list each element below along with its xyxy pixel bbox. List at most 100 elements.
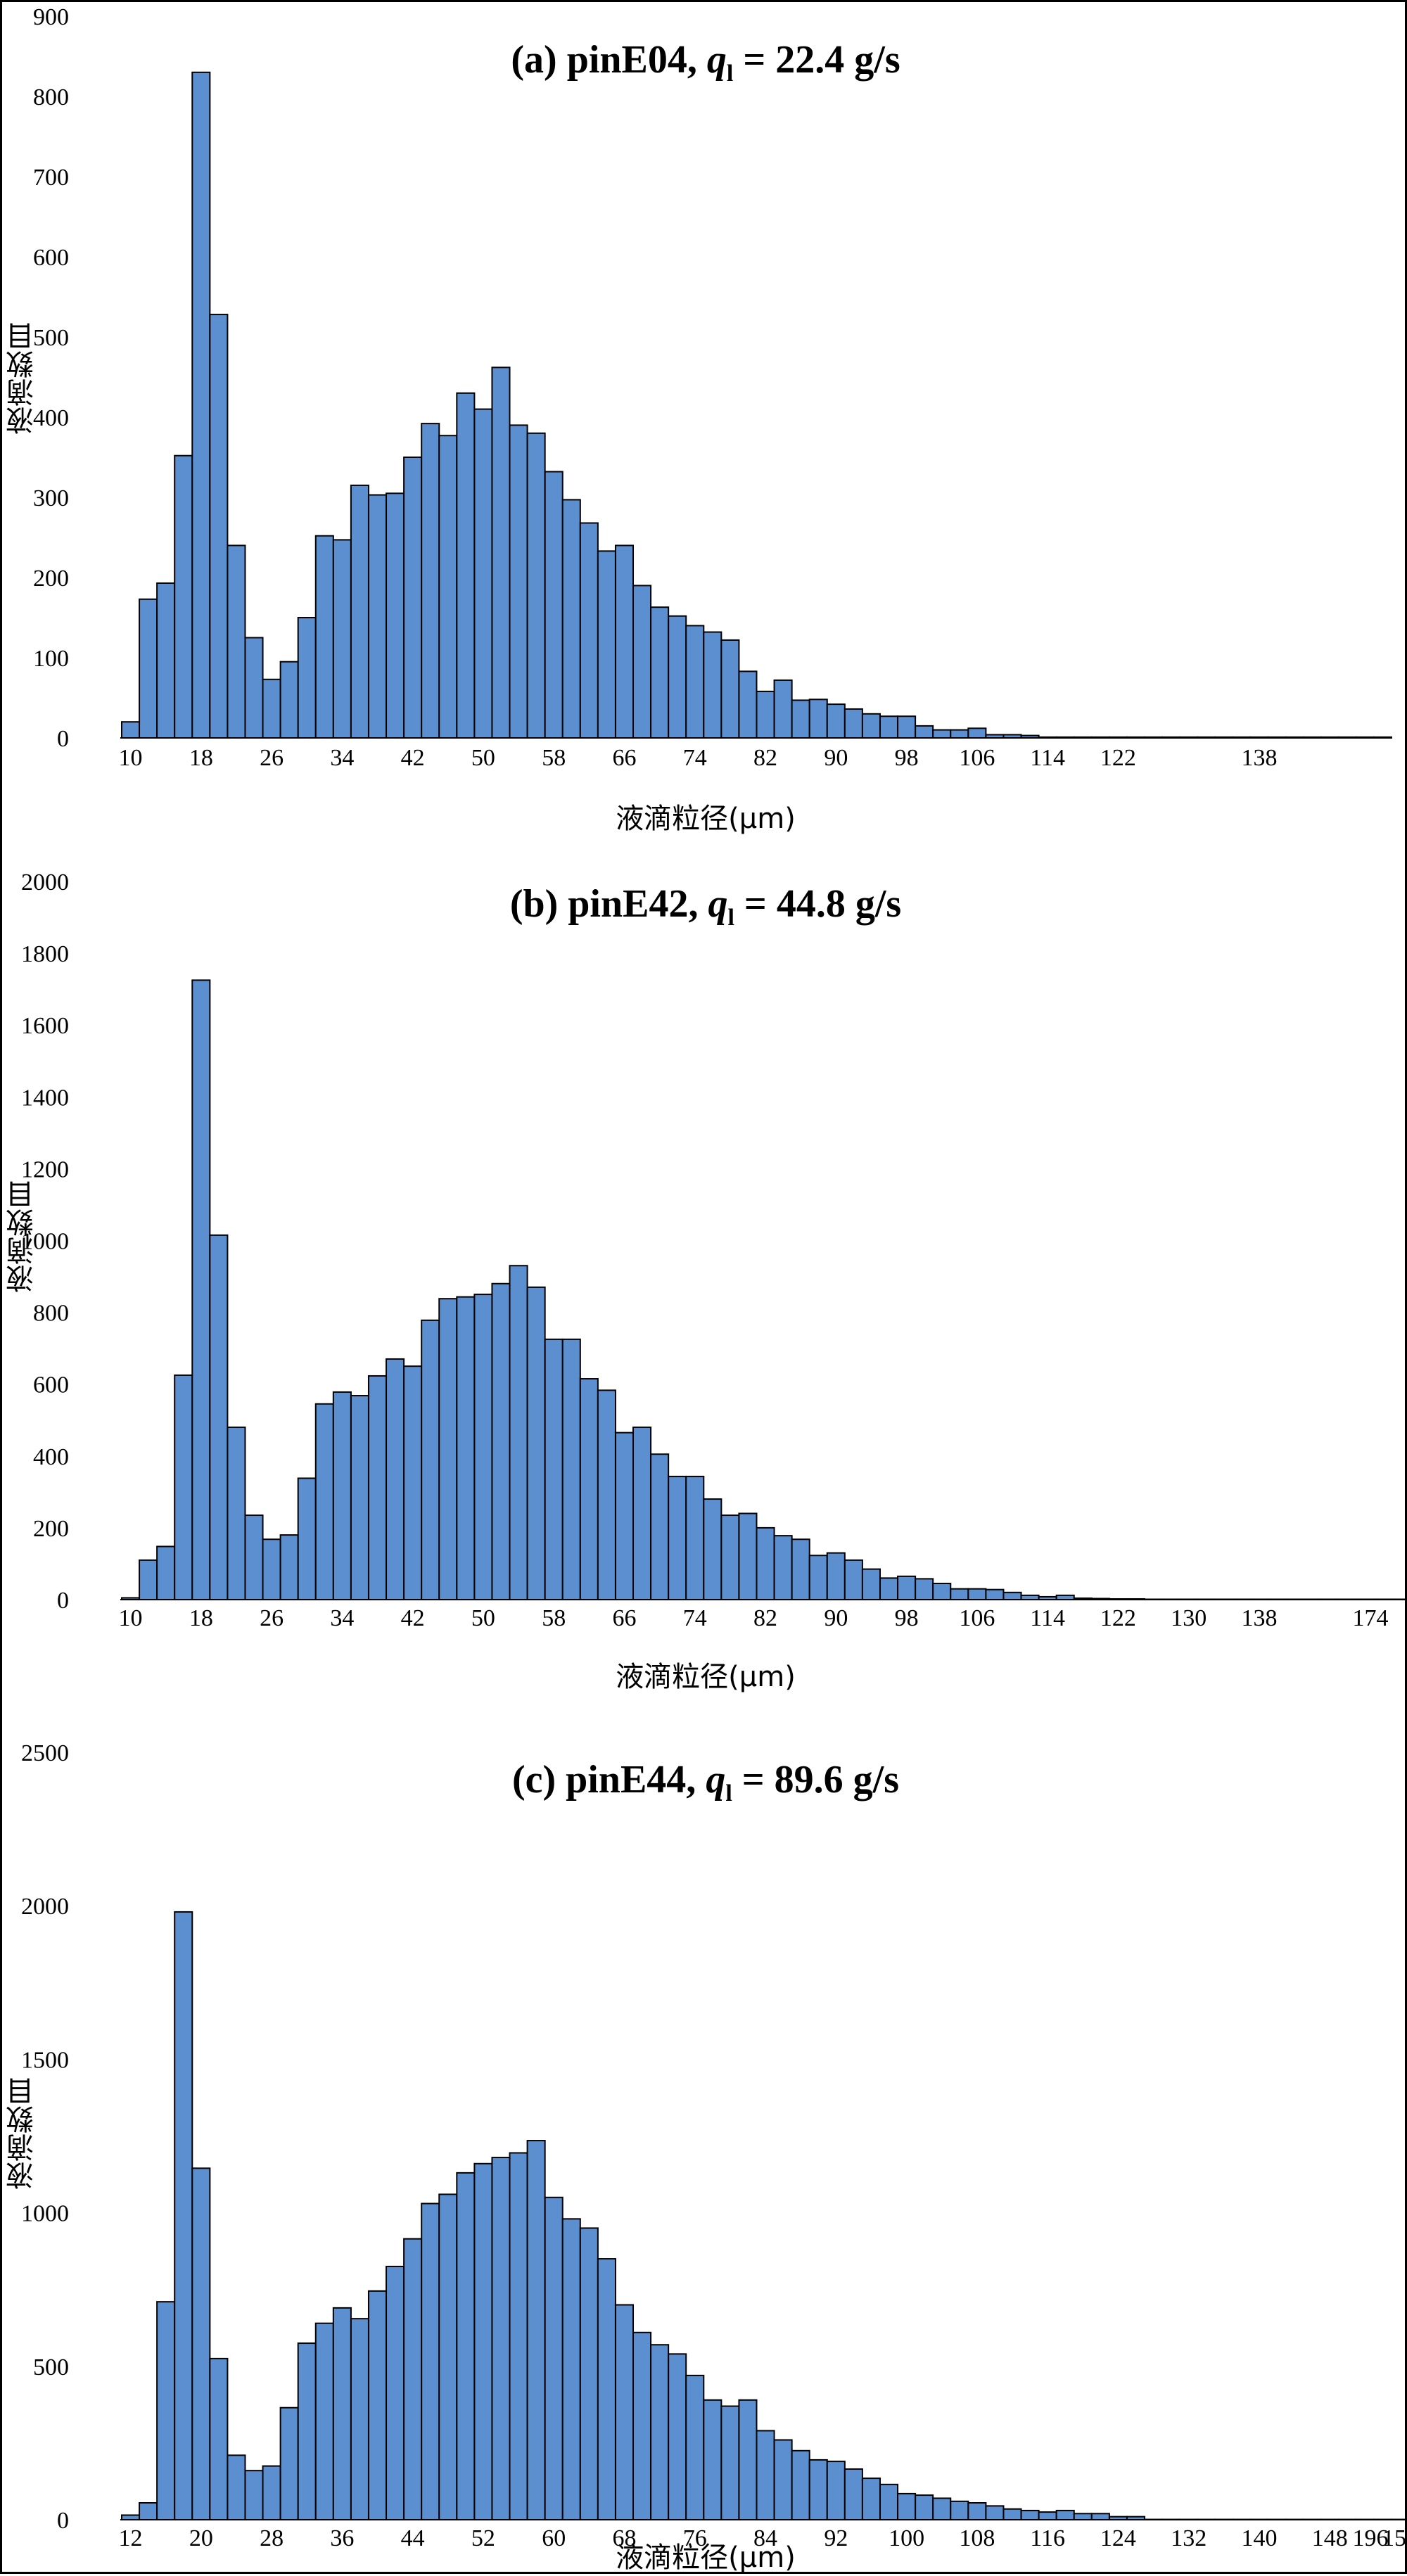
chart-a-x-tick-label: 114	[1030, 745, 1065, 771]
chart-b-bar	[457, 1297, 474, 1600]
chart-b-x-tick-label: 122	[1100, 1605, 1136, 1631]
chart-c-bar	[792, 2451, 810, 2520]
chart-b-bar	[545, 1339, 563, 1600]
chart-b-bar	[792, 1539, 810, 1600]
chart-a-x-tick-label: 106	[959, 745, 995, 771]
chart-b-bar	[1003, 1593, 1021, 1600]
chart-b-bar	[174, 1375, 192, 1600]
chart-a-bar	[880, 716, 898, 738]
chart-c-bar	[192, 2168, 210, 2520]
chart-c-bar	[1039, 2512, 1057, 2520]
chart-a-x-tick-label: 58	[542, 745, 566, 771]
chart-b-bar	[651, 1454, 668, 1600]
chart-a-bar	[122, 722, 139, 738]
chart-a-bar	[845, 709, 862, 738]
chart-a-x-tick-label: 10	[119, 745, 143, 771]
chart-b-bar	[333, 1392, 351, 1600]
chart-c-bar	[457, 2173, 474, 2520]
chart-c-bar	[880, 2485, 898, 2520]
chart-a-bar	[139, 599, 157, 738]
chart-a-bar	[210, 314, 227, 738]
chart-b-bar	[827, 1553, 845, 1600]
chart-a-x-tick-label: 50	[471, 745, 495, 771]
chart-a-bar	[633, 585, 651, 738]
chart-a-bar	[792, 700, 810, 738]
chart-a-title: (a) pinE04, ql = 22.4 g/s	[2, 37, 1407, 87]
chart-a-bar	[245, 638, 262, 739]
chart-b-x-tick-label: 114	[1030, 1605, 1065, 1631]
chart-b-x-tick-label: 18	[189, 1605, 213, 1631]
chart-b-bar	[862, 1569, 880, 1600]
chart-a-bar	[298, 618, 316, 738]
chart-b-bar	[563, 1339, 580, 1600]
chart-a-bar	[510, 425, 528, 738]
chart-a-bar	[933, 730, 950, 738]
chart-b-bar	[757, 1528, 775, 1600]
chart-b-bar	[369, 1376, 386, 1600]
chart-a-bar	[421, 423, 439, 738]
chart-b-y-tick-label: 0	[57, 1588, 69, 1614]
chart-a-bar	[915, 726, 933, 738]
chart-b-bar	[510, 1265, 528, 1600]
chart-b-bar	[421, 1320, 439, 1600]
chart-c-bar	[316, 2323, 333, 2520]
chart-c-bar	[1003, 2509, 1021, 2520]
chart-a-bar	[316, 536, 333, 738]
chart-c-bar	[686, 2376, 704, 2520]
chart-a-bar	[757, 691, 775, 738]
chart-b-x-tick-label: 66	[612, 1605, 636, 1631]
chart-b-x-tick-label: 42	[401, 1605, 425, 1631]
chart-a-bar	[563, 499, 580, 738]
chart-c-bar	[933, 2498, 950, 2520]
chart-c-bar	[157, 2302, 174, 2520]
chart-c-bar	[810, 2460, 827, 2520]
chart-c-bar	[439, 2194, 457, 2520]
chart-b-x-tick-label: 106	[959, 1605, 995, 1631]
chart-c-bar	[898, 2494, 915, 2520]
chart-a-bar	[474, 409, 492, 738]
chart-b-bar	[474, 1294, 492, 1600]
chart-c-bar	[545, 2198, 563, 2520]
chart-a-bar	[898, 716, 915, 738]
chart-a-x-tick-label: 42	[401, 745, 425, 771]
chart-a-x-tick-label: 82	[753, 745, 777, 771]
chart-c-bar	[563, 2219, 580, 2520]
chart-a-bar	[404, 457, 421, 738]
chart-b-bar	[633, 1427, 651, 1600]
chart-b-bar	[139, 1560, 157, 1600]
chart-c-bar	[174, 1912, 192, 2520]
chart-a-bar	[545, 472, 563, 738]
chart-a-x-tick-label: 138	[1241, 745, 1277, 771]
chart-b-bar	[404, 1366, 421, 1600]
chart-c-bar	[757, 2430, 775, 2520]
chart-b-bar	[580, 1379, 598, 1600]
chart-b-x-tick-label: 26	[260, 1605, 284, 1631]
chart-c-bar	[651, 2345, 668, 2520]
chart-b-bar	[739, 1513, 756, 1600]
chart-b-bar	[227, 1427, 245, 1600]
chart-c-bar	[421, 2204, 439, 2520]
chart-a-x-tick-label: 18	[189, 745, 213, 771]
chart-b-bar	[351, 1396, 369, 1600]
chart-a-bar	[386, 493, 404, 738]
chart-b-x-tick-label: 82	[753, 1605, 777, 1631]
chart-a-bar	[227, 545, 245, 738]
chart-b-title: (b) pinE42, ql = 44.8 g/s	[2, 881, 1407, 931]
chart-b-bar	[950, 1589, 968, 1600]
chart-c-bar	[281, 2408, 298, 2520]
chart-c-bar	[986, 2506, 1003, 2520]
chart-a-bar	[492, 367, 509, 738]
chart-b-bar	[528, 1287, 545, 1600]
chart-a-bar	[668, 616, 686, 738]
chart-a-bar	[739, 671, 756, 738]
chart-a-x-tick-label: 98	[895, 745, 919, 771]
chart-c-bar	[1074, 2513, 1092, 2520]
chart-c-bar	[404, 2239, 421, 2520]
chart-b-x-tick-label: 130	[1171, 1605, 1207, 1631]
chart-c-bar	[704, 2400, 721, 2520]
